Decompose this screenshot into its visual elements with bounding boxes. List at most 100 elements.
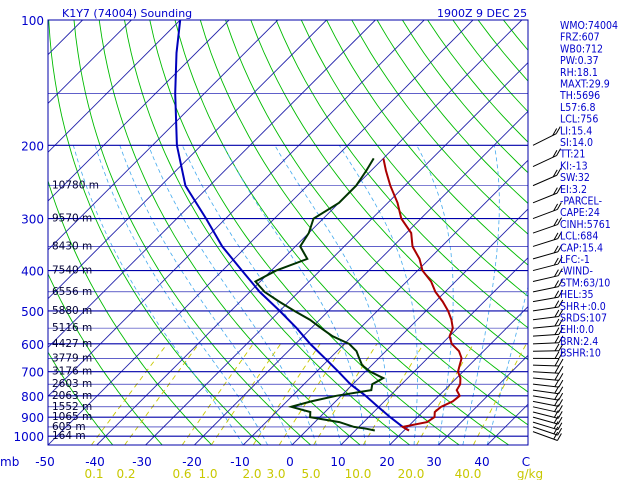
temperature-tick-label: -30 bbox=[132, 455, 152, 469]
index-value: PW:0.37 bbox=[560, 55, 599, 67]
temperature-tick-label: -20 bbox=[182, 455, 202, 469]
dry-adiabat bbox=[376, 20, 528, 204]
wind-barb-staff bbox=[532, 286, 559, 293]
wind-barb bbox=[532, 431, 562, 441]
wind-barb bbox=[532, 279, 563, 293]
wind-barb-flag bbox=[554, 358, 560, 367]
height-label: 3176 m bbox=[52, 366, 92, 378]
isotherm bbox=[48, 20, 327, 300]
index-value: EI:3.2 bbox=[560, 184, 587, 196]
mixing-ratio-tick-label: g/kg bbox=[517, 467, 543, 480]
wind-barb-staff bbox=[532, 416, 559, 425]
wind-barbs bbox=[532, 126, 564, 441]
mixing-ratio-tick-label: 2.0 bbox=[242, 467, 261, 480]
chart-title: K1Y7 (74004) Sounding bbox=[62, 7, 192, 20]
height-label: 1065 m bbox=[52, 411, 92, 423]
dry-adiabat bbox=[604, 20, 640, 445]
wind-barb-flag bbox=[558, 309, 564, 317]
wind-barb-flag bbox=[554, 365, 560, 374]
height-label: 10780 m bbox=[52, 180, 99, 192]
wind-barb-flag bbox=[557, 422, 563, 430]
wind-barb-flag bbox=[557, 231, 563, 239]
wind-barb-flag bbox=[553, 257, 559, 266]
dry-adiabat bbox=[48, 351, 114, 445]
wind-barb-staff bbox=[532, 371, 559, 374]
height-label: 9570 m bbox=[52, 213, 92, 225]
dry-adiabat bbox=[630, 20, 640, 445]
wind-barb bbox=[532, 335, 564, 345]
wind-barb bbox=[532, 365, 564, 374]
wind-barb-flag bbox=[553, 218, 559, 227]
mixing-ratio-line bbox=[278, 343, 345, 445]
wind-barb-flag bbox=[557, 411, 563, 419]
mixing-ratio-tick-label: 0.1 bbox=[84, 467, 103, 480]
pressure-tick-label: 300 bbox=[21, 213, 44, 227]
wind-barb-flag bbox=[557, 268, 563, 276]
index-value: WB0:712 bbox=[560, 43, 603, 55]
dry-adiabat bbox=[326, 20, 528, 266]
wind-barb bbox=[532, 421, 563, 431]
wind-barb-flag bbox=[558, 327, 564, 335]
wind-barb-flag bbox=[558, 279, 563, 287]
height-label: 1552 m bbox=[52, 401, 92, 413]
index-value: STM:63/10 bbox=[560, 277, 610, 289]
index-value: KI:-13 bbox=[560, 160, 588, 172]
wind-barb-staff bbox=[532, 275, 559, 283]
wind-barb-flag bbox=[556, 167, 562, 176]
index-value: TT:21 bbox=[559, 149, 585, 161]
isotherm bbox=[48, 20, 474, 445]
wind-barb-flag bbox=[557, 427, 563, 436]
wind-barb-flag bbox=[558, 289, 564, 298]
isotherm bbox=[48, 20, 425, 397]
temperature-tick-label: -40 bbox=[85, 455, 105, 469]
wind-barb bbox=[532, 372, 564, 381]
height-label: 8430 m bbox=[52, 240, 92, 252]
wind-barb bbox=[532, 289, 564, 303]
wind-barb bbox=[532, 327, 564, 337]
isotherm bbox=[48, 20, 230, 202]
wind-barb-flag bbox=[553, 410, 559, 418]
wind-barb-flag bbox=[554, 309, 560, 318]
wind-barb-flag bbox=[558, 366, 564, 374]
mixing-ratio-tick-label: 5.0 bbox=[301, 467, 320, 480]
isotherm bbox=[145, 61, 528, 445]
pressure-tick-label: 1000 bbox=[13, 430, 44, 444]
wind-barb-flag bbox=[554, 280, 559, 288]
wind-barb-staff bbox=[532, 377, 559, 381]
wind-barb-staff bbox=[532, 263, 559, 272]
wind-barb bbox=[532, 415, 563, 425]
wind-barb-flag bbox=[558, 299, 564, 308]
moist-adiabat bbox=[416, 145, 454, 445]
wind-barb-flag bbox=[554, 343, 560, 352]
dry-adiabat bbox=[351, 20, 528, 235]
mixing-ratio-tick-label: 40.0 bbox=[455, 467, 482, 480]
wind-barb-flag bbox=[558, 318, 564, 326]
wind-barb bbox=[532, 351, 564, 360]
wind-barb-staff bbox=[532, 133, 557, 146]
wind-barb-flag bbox=[556, 202, 562, 210]
height-label: 5880 m bbox=[52, 305, 92, 317]
dry-adiabat bbox=[275, 20, 528, 329]
wind-barb-staff bbox=[532, 389, 559, 395]
pressure-tick-label: 600 bbox=[21, 338, 44, 352]
moist-adiabat bbox=[181, 145, 342, 445]
wind-barb-flag bbox=[554, 351, 560, 359]
wind-barb-flag bbox=[557, 405, 563, 413]
index-value: FRZ:607 bbox=[560, 32, 600, 44]
wind-barb-flag bbox=[558, 358, 564, 367]
plot-frame bbox=[47, 19, 529, 446]
moist-adiabat bbox=[72, 145, 244, 445]
mixing-ratio-tick-label: 3.0 bbox=[266, 467, 285, 480]
wind-barb-flag bbox=[553, 415, 559, 424]
wind-barb-staff bbox=[532, 306, 559, 312]
wind-barb-flag bbox=[552, 187, 558, 195]
temperature-tick-label: 0 bbox=[286, 455, 294, 469]
height-label: 6556 m bbox=[52, 286, 92, 298]
mixing-ratio-line bbox=[472, 343, 527, 445]
dry-adiabat bbox=[48, 179, 213, 445]
wind-barb-flag bbox=[554, 318, 560, 327]
isotherm bbox=[291, 208, 528, 445]
height-label: 4427 m bbox=[52, 338, 92, 350]
wind-barb bbox=[532, 309, 564, 321]
